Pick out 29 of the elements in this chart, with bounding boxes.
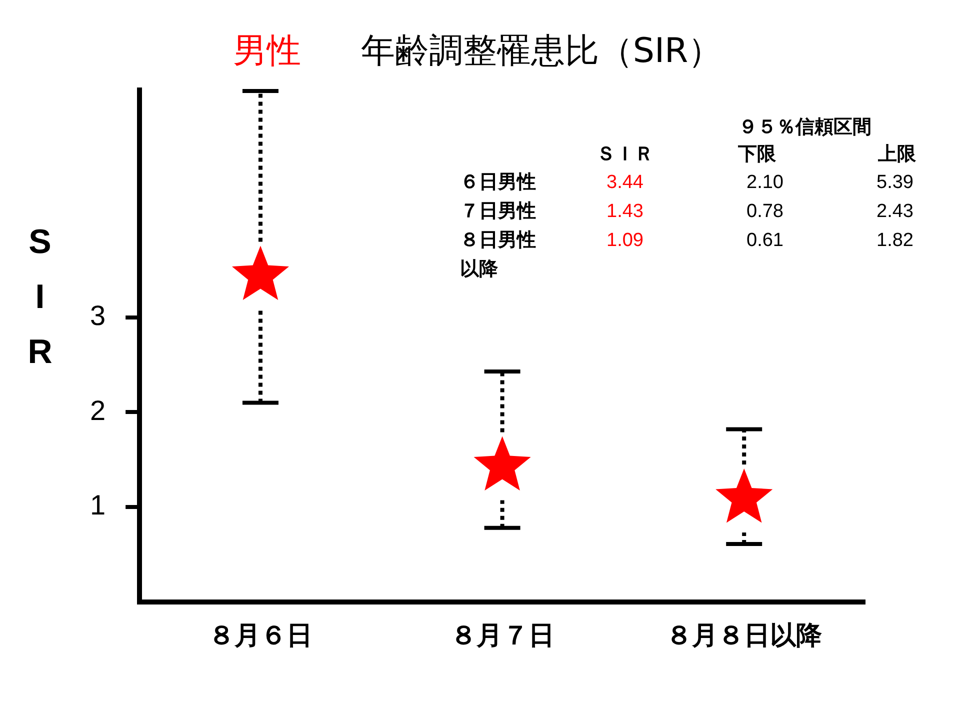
- x-tick-label: ８月７日: [450, 621, 554, 652]
- point: [232, 246, 290, 300]
- annotation: 2.10: [746, 172, 784, 194]
- text: 2.43: [876, 201, 914, 222]
- annotation: ８日男性: [460, 228, 536, 251]
- text: 5.39: [876, 172, 914, 194]
- y-axis-title: SIR: [26, 222, 54, 373]
- point: [474, 436, 531, 491]
- annotation: 3.44: [606, 172, 644, 194]
- text: 上限: [877, 142, 917, 165]
- annotation: 下限: [737, 142, 777, 165]
- annotation: ６日男性: [460, 170, 536, 193]
- annotation: ７日男性: [460, 200, 536, 222]
- annotation: ＳＩＲ: [596, 142, 654, 165]
- annotation: 0.78: [746, 201, 784, 222]
- x-tick-label: ８月６日: [208, 621, 312, 652]
- x-tick-label: ８月８日以降: [666, 621, 822, 652]
- chart-subtitle: 年齢調整罹患比（SIR）: [360, 31, 722, 71]
- chart-title: 男性: [232, 31, 301, 71]
- y-tick-label: 1: [90, 490, 106, 521]
- y-tick-label: 3: [90, 300, 106, 332]
- annotation: 1.09: [606, 230, 644, 252]
- point: [716, 468, 773, 523]
- text: 1.82: [876, 230, 914, 252]
- annotation: ９５％信頼区間: [738, 116, 872, 138]
- annotation: 1.43: [606, 201, 644, 222]
- y-tick-label: 2: [90, 394, 106, 426]
- annotation: 0.61: [746, 230, 784, 252]
- annotation: 以降: [460, 258, 499, 280]
